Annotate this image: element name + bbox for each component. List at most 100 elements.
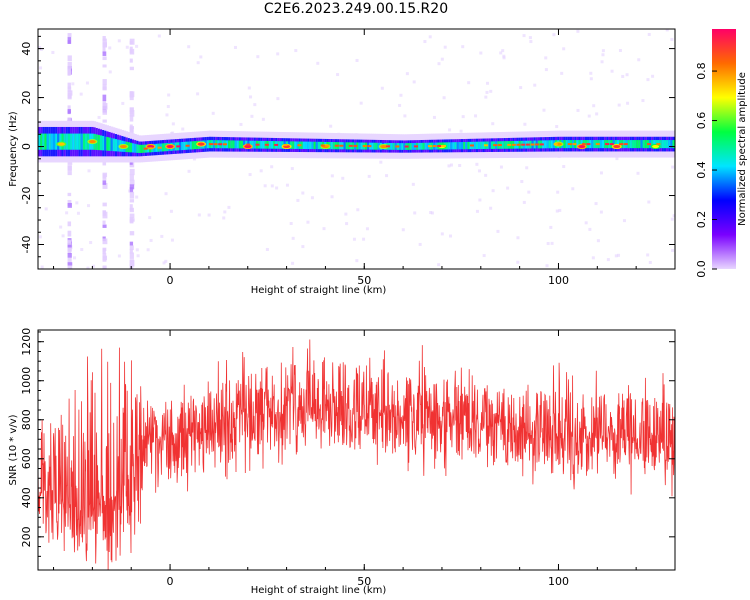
heatmap-noise-bin bbox=[626, 101, 630, 105]
heatmap-peak-bin bbox=[119, 144, 127, 149]
heatmap-band-core bbox=[72, 133, 75, 150]
heatmap-ytick-label: 40 bbox=[20, 42, 33, 56]
heatmap-ridge-bin bbox=[516, 143, 521, 146]
heatmap-band-core bbox=[309, 141, 312, 150]
heatmap-noise-bin bbox=[489, 89, 493, 93]
heatmap-noise-bin bbox=[199, 55, 203, 59]
heatmap-noise-bin bbox=[523, 122, 527, 126]
snr-plot-area[interactable] bbox=[38, 339, 675, 576]
heatmap-noise-bin bbox=[289, 221, 293, 225]
heatmap-noise-bin bbox=[546, 242, 550, 246]
heatmap-band-core bbox=[174, 142, 178, 151]
heatmap-streak-bin bbox=[129, 231, 135, 236]
heatmap-noise-bin bbox=[336, 73, 340, 77]
heatmap-noise-bin bbox=[562, 47, 566, 51]
heatmap-band-core bbox=[375, 142, 379, 150]
heatmap-noise-bin bbox=[117, 254, 121, 258]
heatmap-noise-bin bbox=[560, 71, 564, 75]
heatmap-noise-bin bbox=[359, 101, 363, 105]
colorbar-fill bbox=[712, 29, 736, 269]
heatmap-noise-bin bbox=[486, 81, 490, 85]
heatmap-ridge-bin bbox=[483, 144, 488, 147]
heatmap-peak-bin bbox=[613, 144, 621, 149]
heatmap-noise-bin bbox=[485, 90, 489, 94]
snr-y-axis-label: SNR (10 * v/v) bbox=[8, 414, 19, 485]
heatmap-noise-bin bbox=[599, 210, 603, 214]
heatmap-noise-bin bbox=[443, 45, 447, 49]
heatmap-noise-bin bbox=[478, 198, 482, 202]
heatmap-noise-bin bbox=[647, 200, 651, 204]
heatmap-noise-bin bbox=[59, 225, 63, 229]
heatmap-noise-bin bbox=[641, 99, 645, 103]
heatmap-band-core bbox=[463, 141, 466, 150]
heatmap-noise-bin bbox=[601, 53, 605, 57]
heatmap-noise-bin bbox=[430, 211, 434, 215]
heatmap-noise-bin bbox=[399, 93, 403, 97]
heatmap-noise-bin bbox=[552, 33, 556, 37]
heatmap-ridge-bin bbox=[567, 143, 572, 146]
heatmap-noise-bin bbox=[496, 229, 500, 233]
heatmap-streak-bin bbox=[129, 94, 134, 101]
heatmap-noise-bin bbox=[227, 205, 231, 209]
heatmap-x-axis-label: Height of straight line (km) bbox=[251, 285, 387, 296]
heatmap-band-core bbox=[475, 141, 479, 150]
heatmap-band-core bbox=[294, 141, 297, 149]
heatmap-noise-bin bbox=[491, 189, 495, 193]
heatmap-noise-bin bbox=[665, 29, 669, 32]
heatmap-streak-bin bbox=[102, 103, 108, 110]
heatmap-noise-bin bbox=[322, 227, 326, 231]
heatmap-streak-bin bbox=[102, 210, 106, 215]
heatmap-noise-bin bbox=[160, 234, 164, 238]
heatmap-streak-bin bbox=[67, 82, 71, 89]
heatmap-noise-bin bbox=[247, 86, 251, 90]
heatmap-noise-bin bbox=[501, 49, 505, 53]
heatmap-band-core bbox=[576, 140, 579, 149]
heatmap-noise-bin bbox=[647, 32, 651, 36]
heatmap-noise-bin bbox=[413, 211, 417, 215]
heatmap-ridge-bin bbox=[320, 144, 325, 147]
heatmap-band-core bbox=[238, 140, 242, 149]
heatmap-ridge-bin bbox=[353, 144, 358, 147]
heatmap-band-core bbox=[234, 140, 238, 149]
heatmap-band-core bbox=[300, 141, 304, 149]
heatmap-streak-bin bbox=[67, 257, 72, 264]
heatmap-noise-bin bbox=[355, 58, 359, 62]
heatmap-ridge-bin bbox=[339, 144, 344, 147]
heatmap-noise-bin bbox=[589, 71, 593, 75]
heatmap-band-core bbox=[352, 142, 355, 150]
heatmap-noise-bin bbox=[440, 232, 444, 236]
heatmap-band-core bbox=[268, 141, 272, 149]
heatmap-streak-bin bbox=[129, 252, 134, 259]
heatmap-noise-bin bbox=[97, 115, 101, 119]
heatmap-band-core bbox=[409, 143, 413, 150]
heatmap-plot-area[interactable] bbox=[38, 28, 677, 273]
heatmap-noise-bin bbox=[275, 186, 279, 190]
heatmap-ytick-label: 20 bbox=[20, 91, 33, 105]
heatmap-noise-bin bbox=[589, 77, 593, 81]
heatmap-noise-bin bbox=[249, 95, 253, 99]
heatmap-band-core bbox=[117, 139, 120, 152]
heatmap-streak-bin bbox=[67, 86, 72, 93]
heatmap-ridge-bin bbox=[185, 144, 190, 147]
heatmap-ridge-bin bbox=[143, 147, 148, 150]
heatmap-band-core bbox=[315, 141, 319, 150]
heatmap-noise-bin bbox=[467, 81, 471, 85]
heatmap-noise-bin bbox=[135, 195, 139, 199]
heatmap-noise-bin bbox=[162, 261, 166, 265]
heatmap-noise-bin bbox=[403, 114, 407, 118]
heatmap-noise-bin bbox=[301, 245, 305, 249]
heatmap-streak-bin bbox=[102, 211, 108, 219]
heatmap-band-core bbox=[670, 140, 673, 149]
heatmap-band-core bbox=[181, 142, 184, 151]
heatmap-peak-bin bbox=[380, 144, 388, 149]
heatmap-band-core bbox=[544, 140, 547, 149]
heatmap-streak-bin bbox=[129, 199, 135, 203]
colorbar-tick-label: 0.2 bbox=[695, 211, 708, 229]
heatmap-ridge-bin bbox=[148, 147, 153, 150]
heatmap-band-core bbox=[52, 133, 56, 150]
heatmap-streak-bin bbox=[102, 224, 107, 228]
heatmap-noise-bin bbox=[40, 265, 44, 269]
heatmap-noise-bin bbox=[89, 241, 93, 245]
heatmap-noise-bin bbox=[477, 169, 481, 173]
heatmap-band-core bbox=[270, 141, 274, 149]
